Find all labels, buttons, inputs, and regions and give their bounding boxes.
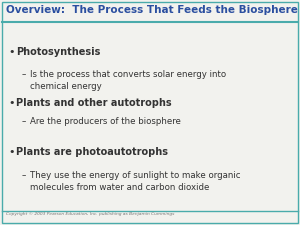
Text: –: –: [22, 70, 26, 79]
Text: –: –: [22, 117, 26, 126]
Text: Plants are photoautotrophs: Plants are photoautotrophs: [16, 147, 168, 157]
Text: Copyright © 2003 Pearson Education, Inc. publishing as Benjamin Cummings: Copyright © 2003 Pearson Education, Inc.…: [6, 212, 174, 216]
Text: Overview:  The Process That Feeds the Biosphere: Overview: The Process That Feeds the Bio…: [6, 5, 298, 15]
Text: Plants and other autotrophs: Plants and other autotrophs: [16, 98, 172, 108]
Text: •: •: [8, 98, 14, 108]
Text: Are the producers of the biosphere: Are the producers of the biosphere: [30, 117, 181, 126]
FancyBboxPatch shape: [2, 2, 298, 223]
Text: Photosynthesis: Photosynthesis: [16, 47, 101, 57]
Text: •: •: [8, 47, 14, 57]
Text: They use the energy of sunlight to make organic
molecules from water and carbon : They use the energy of sunlight to make …: [30, 171, 241, 192]
Text: –: –: [22, 171, 26, 180]
Text: Is the process that converts solar energy into
chemical energy: Is the process that converts solar energ…: [30, 70, 226, 90]
Text: •: •: [8, 147, 14, 157]
